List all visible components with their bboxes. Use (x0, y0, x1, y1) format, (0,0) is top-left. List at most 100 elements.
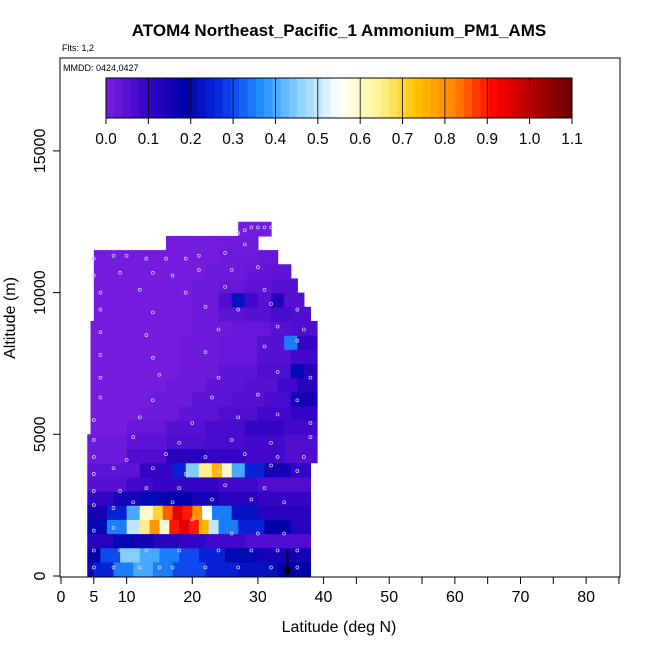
sample-point (164, 256, 168, 261)
heatmap-cell (284, 292, 305, 308)
heatmap-cell (218, 292, 233, 308)
heatmap-cell (139, 547, 161, 563)
sample-point (177, 440, 181, 445)
heatmap-cell (218, 349, 259, 365)
colorbar-swatch (513, 78, 523, 118)
heatmap-cell (166, 490, 193, 506)
colorbar-swatch (413, 78, 423, 118)
sample-point (118, 489, 122, 493)
sample-point (124, 253, 129, 258)
sample-point (118, 548, 122, 553)
plot-area (59, 57, 621, 578)
sample-point (236, 565, 241, 570)
colorbar-swatch (314, 78, 323, 118)
heatmap-cell (284, 335, 298, 350)
sample-point (216, 469, 221, 473)
sample-point (91, 418, 96, 422)
heatmap-cell (139, 519, 151, 535)
colorbar-swatch (563, 78, 573, 118)
chart-title: ATOM4 Northeast_Pacific_1 Ammonium_PM1_A… (132, 21, 546, 40)
sample-point (177, 486, 181, 490)
colorbar-swatch (189, 78, 198, 118)
heatmap-cell (271, 292, 285, 308)
heatmap-cell (87, 561, 95, 577)
colorbar-tick-label: 0.6 (349, 131, 371, 148)
heatmap-cell (113, 561, 134, 577)
heatmap-cell (290, 306, 312, 322)
colorbar-swatch (330, 78, 340, 118)
colorbar-swatch (397, 78, 406, 118)
heatmap-cell (218, 250, 259, 265)
sample-point (98, 307, 103, 312)
sample-point (137, 523, 142, 527)
sample-point (216, 327, 221, 332)
sample-point (308, 435, 313, 439)
sample-point (144, 548, 149, 553)
y-axis: 0 5000 10000 15000 (32, 58, 61, 580)
sample-point (91, 548, 96, 553)
colorbar-swatch (272, 78, 282, 118)
x-tick-label: 30 (249, 589, 267, 606)
sample-point (91, 489, 96, 493)
heatmap-cell (290, 519, 312, 535)
sample-point (98, 290, 103, 295)
colorbar-swatch (106, 78, 115, 118)
colorbar-swatch (222, 78, 232, 118)
colorbar-swatch (438, 78, 448, 118)
heatmap-cell (120, 547, 141, 563)
sample-points-layer (91, 225, 313, 570)
heatmap-cell (106, 505, 128, 520)
sample-point (151, 310, 155, 315)
heatmap-cell (238, 561, 279, 577)
sample-point (302, 455, 306, 459)
heatmap-cell (90, 377, 167, 393)
heatmap-cell (126, 476, 154, 492)
sample-point (98, 353, 103, 357)
sample-point (203, 304, 208, 309)
sample-point (269, 302, 273, 306)
sample-point (295, 338, 300, 343)
colorbar-tick-label: 0.0 (95, 131, 117, 148)
heatmap-cell (166, 264, 206, 280)
colorbar-swatch (363, 78, 373, 118)
heatmap-cell (290, 349, 318, 365)
sample-point (269, 225, 273, 230)
colorbar: 0.0 0.1 0.2 0.3 0.4 0.5 0.6 0.7 0.8 0.9 1.0 1.1 (95, 77, 583, 148)
sample-point (223, 483, 227, 488)
sample-point (164, 520, 168, 525)
heatmap-cell (290, 405, 318, 421)
sample-point (223, 251, 227, 255)
colorbar-swatch (255, 78, 265, 118)
sample-point (275, 370, 280, 374)
heatmap-cell (231, 391, 266, 407)
colorbar-swatch (180, 78, 190, 118)
heatmap-cell (172, 505, 184, 520)
sample-point (262, 225, 267, 230)
heatmap-cell (264, 519, 292, 535)
arrow-head (282, 568, 292, 577)
x-tick-label: 0 (57, 589, 66, 606)
sample-point (111, 525, 116, 530)
heatmap-cell (290, 320, 318, 336)
colorbar-swatch (488, 78, 498, 118)
heatmap-cell (297, 335, 318, 350)
sample-point (91, 472, 96, 476)
heatmap-cell (139, 505, 154, 520)
heatmap-cell (218, 405, 259, 421)
colorbar-swatch (447, 78, 456, 118)
sample-point (164, 452, 168, 456)
colorbar-swatch (214, 78, 223, 118)
heatmap-cell (244, 377, 279, 393)
heatmap-cell (133, 533, 154, 549)
heatmap-cell (257, 476, 312, 492)
heatmap-cell (290, 363, 305, 379)
heatmap-cell (257, 547, 312, 563)
heatmap-cell (93, 306, 193, 322)
sample-point (131, 500, 136, 505)
heatmap-cell (244, 434, 285, 450)
colorbar-swatch (555, 78, 565, 118)
sample-point (190, 421, 195, 425)
sample-point (210, 497, 214, 502)
heatmap-cell (238, 221, 272, 237)
